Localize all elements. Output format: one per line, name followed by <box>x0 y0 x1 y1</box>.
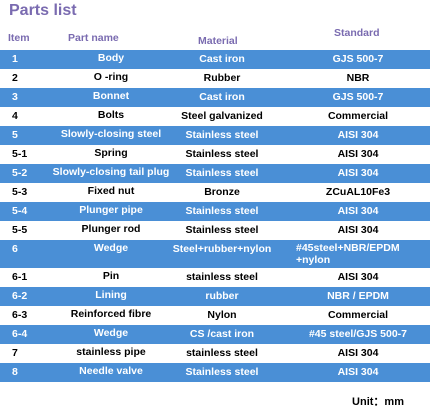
table-row: 5-2 Slowly-closing tail plug Stainless ste… <box>0 164 430 183</box>
header-material: Material <box>198 35 238 47</box>
cell-item: 3 <box>12 91 18 103</box>
cell-standard: #45 steel/GJS 500-7 <box>308 328 408 340</box>
cell-part-name: Needle valve <box>79 365 143 377</box>
cell-item: 2 <box>12 72 18 84</box>
cell-item: 5-4 <box>12 205 28 217</box>
cell-part-name: Plunger pipe <box>79 204 143 216</box>
cell-material: rubber <box>205 290 239 302</box>
table-row: 4 Bolts Steel galvanized Commercial <box>0 107 430 126</box>
table-row: 6 Wedge Steel+rubber+nylon #45steel+NBR/EPD… <box>0 240 430 268</box>
cell-part-name: Fixed nut <box>87 185 135 197</box>
cell-material: Cast iron <box>199 91 245 103</box>
header-item: Item <box>8 32 30 44</box>
cell-standard: NBR / EPDM <box>327 290 389 302</box>
cell-part-name: Bolts <box>97 109 125 121</box>
unit-label: Unit：mm <box>352 396 404 408</box>
cell-part-name: Lining <box>95 289 127 301</box>
table-row: 6-4 Wedge CS /cast iron #45 steel/GJS 500-7 <box>0 325 430 344</box>
cell-standard: #45steel+NBR/EPDM +nylon <box>296 242 400 266</box>
cell-material: Stainless steel <box>185 148 259 160</box>
cell-standard: AISI 304 <box>337 366 379 378</box>
cell-material: Stainless steel <box>185 205 259 217</box>
cell-item: 8 <box>12 366 18 378</box>
cell-material: CS /cast iron <box>189 328 255 340</box>
cell-item: 5-5 <box>12 224 28 236</box>
cell-standard: AISI 304 <box>337 148 379 160</box>
cell-standard: AISI 304 <box>337 167 379 179</box>
cell-standard: Commercial <box>327 110 389 122</box>
cell-standard: AISI 304 <box>337 205 379 217</box>
table-row: 5 Slowly-closing steel Stainless steel AISI… <box>0 126 430 145</box>
table-row: 6-1 Pin stainless steel AISI 304 <box>0 268 430 287</box>
cell-material: Cast iron <box>199 53 245 65</box>
cell-item: 4 <box>12 110 18 122</box>
cell-part-name: Bonnet <box>92 90 130 102</box>
cell-material: Stainless steel <box>185 167 259 179</box>
header-part-name: Part name <box>68 32 119 44</box>
table-row: 6-2 Lining rubber NBR / EPDM <box>0 287 430 306</box>
cell-item: 6-1 <box>12 271 28 283</box>
table-row: 6-3 Reinforced fibre Nylon Commercial <box>0 306 430 325</box>
cell-part-name: Pin <box>102 270 120 282</box>
cell-item: 6 <box>12 243 18 255</box>
cell-part-name: Spring <box>94 147 128 159</box>
cell-item: 5-2 <box>12 167 28 179</box>
cell-standard: ZCuAL10Fe3 <box>325 186 391 198</box>
cell-item: 5 <box>12 129 18 141</box>
cell-material: Stainless steel <box>185 224 259 236</box>
page-title: Parts list <box>9 2 77 19</box>
table-row: 5-3 Fixed nut Bronze ZCuAL10Fe3 <box>0 183 430 202</box>
cell-part-name: Plunger rod <box>81 223 141 235</box>
cell-standard: AISI 304 <box>337 129 379 141</box>
table-row: 7 stainless pipe stainless steel AISI 304 <box>0 344 430 363</box>
parts-table-body: 1 Body Cast iron GJS 500-7 2 O -ring Rubber NBR… <box>0 50 430 382</box>
cell-material: Steel+rubber+nylon <box>172 243 272 255</box>
table-row: 1 Body Cast iron GJS 500-7 <box>0 50 430 69</box>
cell-material: Rubber <box>203 72 241 84</box>
cell-part-name: Slowly-closing steel <box>60 128 162 140</box>
cell-item: 6-3 <box>12 309 28 321</box>
cell-item: 6-4 <box>12 328 28 340</box>
cell-part-name: Slowly-closing tail plug <box>52 166 170 178</box>
cell-item: 6-2 <box>12 290 28 302</box>
cell-material: stainless steel <box>186 347 258 359</box>
cell-material: stainless steel <box>186 271 258 283</box>
cell-item: 5-3 <box>12 186 28 198</box>
cell-part-name: O -ring <box>93 71 129 83</box>
table-header: Item Part name Material Standard <box>0 26 430 50</box>
table-row: 5-4 Plunger pipe Stainless steel AISI 304 <box>0 202 430 221</box>
table-row: 5-1 Spring Stainless steel AISI 304 <box>0 145 430 164</box>
cell-part-name: Wedge <box>93 242 129 254</box>
table-row: 8 Needle valve Stainless steel AISI 304 <box>0 363 430 382</box>
table-row: 2 O -ring Rubber NBR <box>0 69 430 88</box>
cell-standard: AISI 304 <box>337 347 379 359</box>
cell-part-name: Reinforced fibre <box>70 308 152 320</box>
table-row: 3 Bonnet Cast iron GJS 500-7 <box>0 88 430 107</box>
cell-standard: AISI 304 <box>337 271 379 283</box>
table-row: 5-5 Plunger rod Stainless steel AISI 304 <box>0 221 430 240</box>
cell-part-name: Body <box>97 52 125 64</box>
cell-material: Stainless steel <box>185 366 259 378</box>
cell-item: 1 <box>12 53 18 65</box>
cell-standard: GJS 500-7 <box>332 53 384 65</box>
cell-item: 5-1 <box>12 148 28 160</box>
cell-material: Steel galvanized <box>181 110 263 122</box>
cell-standard: Commercial <box>327 309 389 321</box>
cell-material: Stainless steel <box>185 129 259 141</box>
header-standard: Standard <box>334 27 380 39</box>
cell-standard: NBR <box>346 72 370 84</box>
cell-item: 7 <box>12 347 18 359</box>
cell-standard: AISI 304 <box>337 224 379 236</box>
cell-standard: GJS 500-7 <box>332 91 384 103</box>
cell-material: Bronze <box>204 186 240 198</box>
cell-material: Nylon <box>207 309 237 321</box>
cell-part-name: stainless pipe <box>76 346 146 358</box>
cell-part-name: Wedge <box>93 327 129 339</box>
